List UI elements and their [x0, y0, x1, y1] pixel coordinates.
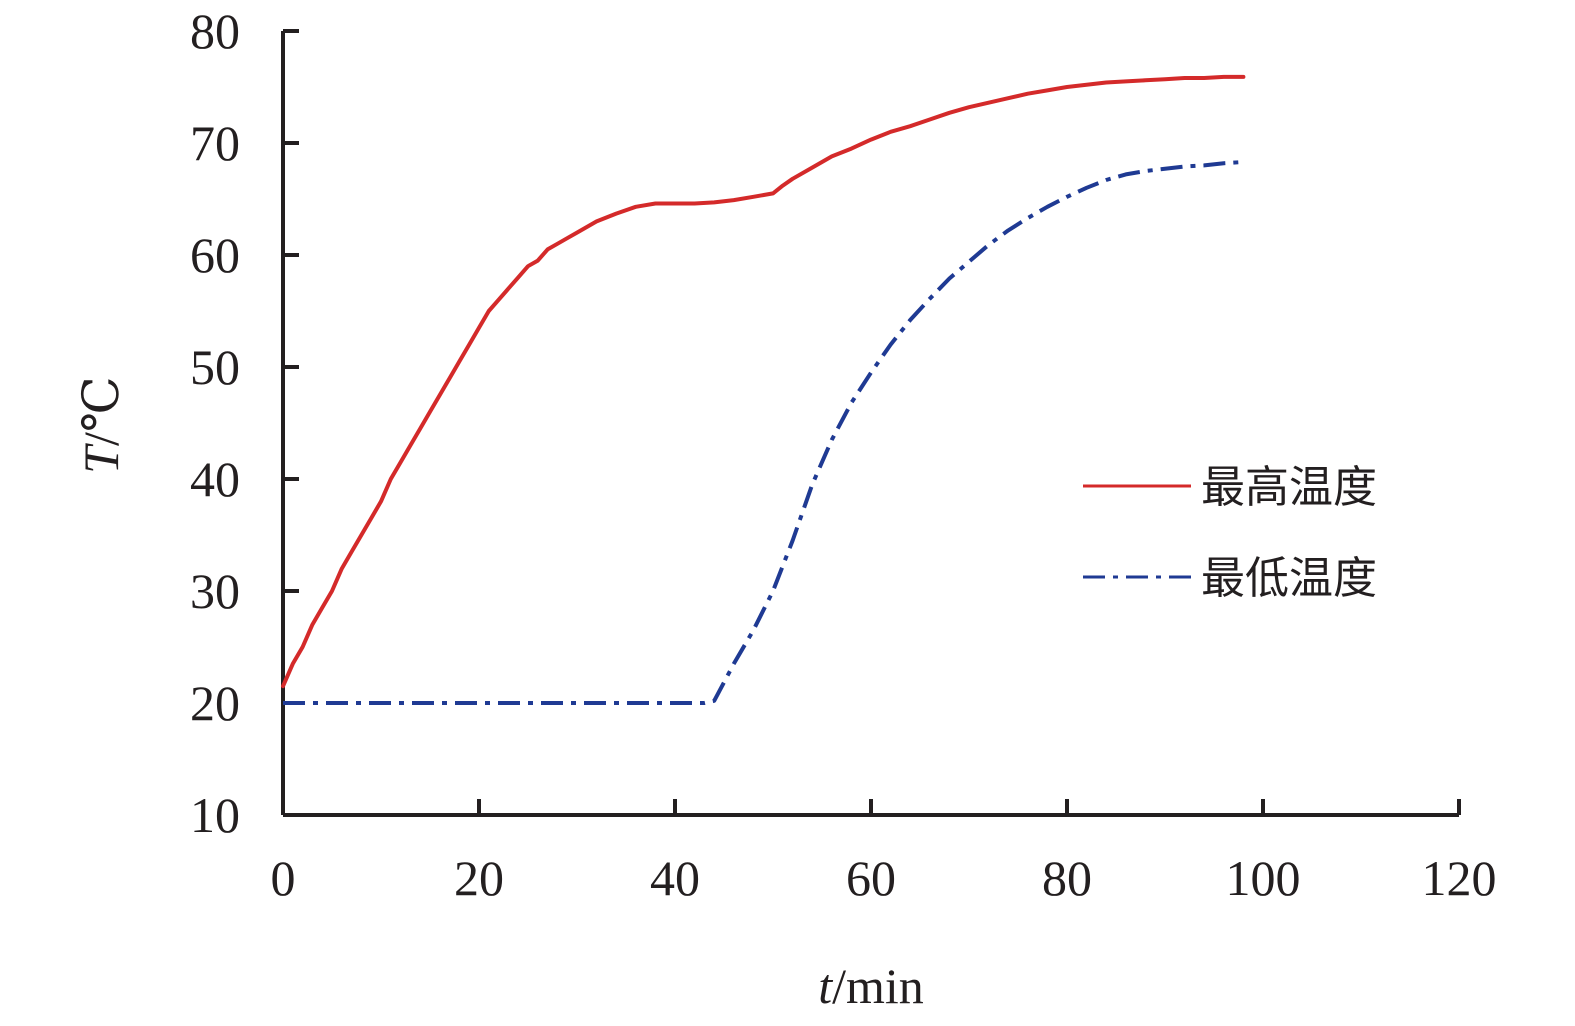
y-tick-label: 60	[190, 227, 240, 283]
axes: 10 20 30 40 50 60 70 80 0 20 40 60 80 100 120	[190, 3, 1497, 906]
x-tick-label: 120	[1422, 850, 1497, 906]
x-tick-label: 100	[1226, 850, 1301, 906]
y-axis-title: T/℃	[73, 376, 129, 474]
y-tick-label: 20	[190, 675, 240, 731]
y-tick-label: 70	[190, 115, 240, 171]
series-line-min-temp	[283, 160, 1244, 705]
y-tick-label: 40	[190, 451, 240, 507]
y-axis-title-var: T	[73, 443, 129, 474]
legend-label-min-temp: 最低温度	[1201, 553, 1377, 604]
y-tick-label: 50	[190, 339, 240, 395]
x-tick-label: 60	[846, 850, 896, 906]
x-axis-title: t/min	[818, 958, 924, 1014]
y-tick-label: 10	[190, 787, 240, 843]
x-tick-label: 40	[650, 850, 700, 906]
y-axis-title-unit: /℃	[73, 376, 129, 446]
y-tick-label: 30	[190, 563, 240, 619]
x-tick-label: 80	[1042, 850, 1092, 906]
legend-label-max-temp: 最高温度	[1201, 462, 1377, 513]
x-axis-title-var: t	[818, 958, 833, 1014]
x-axis-title-unit: /min	[832, 958, 924, 1014]
legend: 最高温度 最低温度	[1083, 462, 1377, 604]
y-tick-label: 80	[190, 3, 240, 59]
series-line-max-temp	[281, 74, 1246, 689]
series-group	[281, 74, 1246, 705]
x-tick-label: 0	[271, 850, 296, 906]
x-tick-label: 20	[454, 850, 504, 906]
